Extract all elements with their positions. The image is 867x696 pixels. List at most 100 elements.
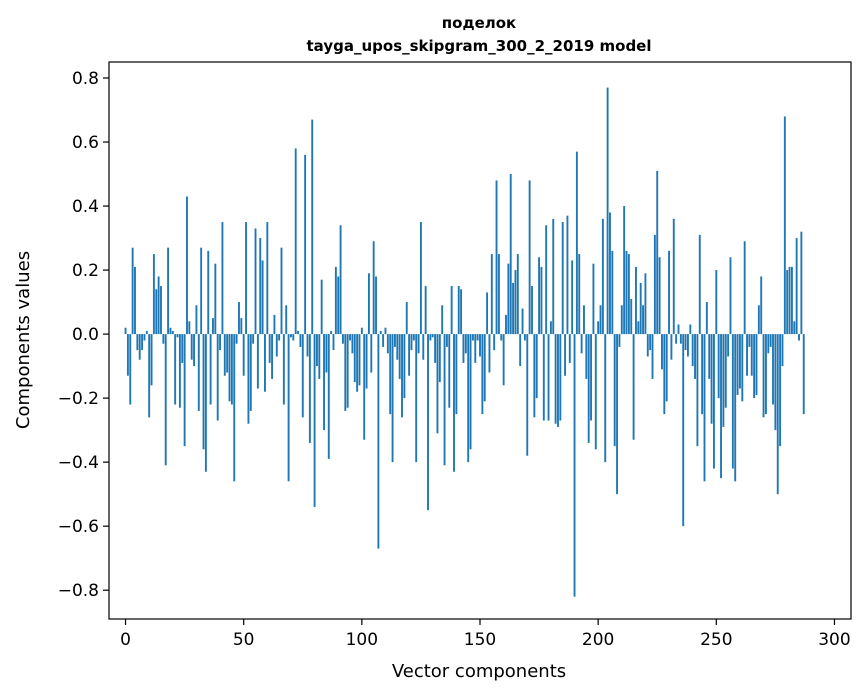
bar-20 xyxy=(171,330,174,335)
bar-72 xyxy=(294,148,297,335)
bar-173 xyxy=(533,334,536,418)
bar-224 xyxy=(653,234,656,335)
bar-264 xyxy=(748,334,751,347)
bar-144 xyxy=(464,334,467,354)
bar-178 xyxy=(545,225,548,335)
x-axis-ticks: 0 50 100 150 200 250 300 xyxy=(120,619,851,650)
bar-202 xyxy=(601,218,604,335)
bar-34 xyxy=(204,334,207,472)
bar-241 xyxy=(694,334,696,379)
bar-107 xyxy=(377,334,380,549)
bar-247 xyxy=(708,334,711,379)
bar-199 xyxy=(594,334,597,450)
bar-238 xyxy=(687,334,689,357)
bar-225 xyxy=(656,170,659,335)
bar-160 xyxy=(502,334,505,386)
bar-113 xyxy=(391,334,394,463)
bar-206 xyxy=(611,250,614,335)
bar-250 xyxy=(715,270,718,335)
bar-8 xyxy=(143,334,146,341)
bar-50 xyxy=(242,334,245,376)
bar-92 xyxy=(342,334,344,344)
bar-4 xyxy=(134,266,136,335)
bar-258 xyxy=(734,334,737,482)
bar-170 xyxy=(526,334,529,456)
bar-263 xyxy=(746,334,748,376)
bar-53 xyxy=(249,334,252,411)
bar-243 xyxy=(698,234,701,335)
bar-283 xyxy=(793,321,796,335)
bar-62 xyxy=(271,334,273,379)
x-tick-label: 200 xyxy=(582,630,614,650)
bar-96 xyxy=(351,334,354,354)
bar-25 xyxy=(183,334,186,447)
bar-231 xyxy=(670,334,673,360)
bar-99 xyxy=(358,334,361,386)
y-tick-label: −0.2 xyxy=(58,389,99,409)
bar-110 xyxy=(384,327,387,335)
bar-192 xyxy=(578,254,581,335)
x-axis-label: Vector components xyxy=(392,661,566,682)
bar-39 xyxy=(216,334,219,421)
bar-189 xyxy=(571,260,574,335)
bar-275 xyxy=(774,334,777,431)
bar-205 xyxy=(609,212,611,335)
bar-269 xyxy=(760,276,763,335)
bar-65 xyxy=(278,334,281,341)
plot-frame xyxy=(108,61,852,620)
chart-subtitle: tayga_upos_skipgram_300_2_2019 model xyxy=(307,37,652,55)
y-tick-label: 0.4 xyxy=(72,197,99,217)
bar-71 xyxy=(292,334,295,341)
bar-127 xyxy=(424,286,427,335)
bar-126 xyxy=(422,334,425,360)
bar-213 xyxy=(627,254,630,335)
x-tick-label: 0 xyxy=(120,630,131,650)
bar-221 xyxy=(646,334,649,357)
bar-159 xyxy=(500,334,503,341)
bar-117 xyxy=(401,334,403,418)
bar-88 xyxy=(332,334,335,351)
bar-187 xyxy=(566,215,569,335)
bar-51 xyxy=(245,222,247,335)
bar-256 xyxy=(729,257,732,335)
bar-158 xyxy=(497,254,500,335)
bar-29 xyxy=(193,334,196,367)
y-tick-label: −0.6 xyxy=(58,517,99,537)
bar-111 xyxy=(386,334,389,354)
bar-140 xyxy=(455,334,458,415)
bar-148 xyxy=(474,334,477,363)
bar-236 xyxy=(682,334,685,527)
bar-123 xyxy=(415,334,418,463)
bar-97 xyxy=(353,334,356,383)
bar-134 xyxy=(441,305,444,335)
bar-43 xyxy=(226,334,229,373)
x-tick-label: 250 xyxy=(700,630,732,650)
bar-190 xyxy=(573,334,576,597)
bar-183 xyxy=(557,334,559,427)
bar-259 xyxy=(736,334,739,395)
bar-252 xyxy=(720,334,722,479)
bar-103 xyxy=(367,273,370,335)
bar-28 xyxy=(190,334,193,360)
bar-237 xyxy=(684,334,687,351)
bar-276 xyxy=(776,334,779,495)
bar-48 xyxy=(238,302,240,335)
bar-245 xyxy=(703,334,706,482)
bar-163 xyxy=(509,174,512,335)
bar-52 xyxy=(247,334,250,424)
bar-19 xyxy=(169,327,172,335)
bar-12 xyxy=(152,254,155,335)
bar-109 xyxy=(382,334,385,347)
bar-246 xyxy=(705,302,708,335)
bar-232 xyxy=(672,218,675,335)
bar-57 xyxy=(259,238,262,335)
bar-248 xyxy=(710,334,713,424)
bar-162 xyxy=(507,263,510,335)
bar-75 xyxy=(301,334,304,418)
bar-69 xyxy=(287,334,290,482)
bar-208 xyxy=(616,334,618,495)
bar-265 xyxy=(750,334,753,376)
bar-61 xyxy=(268,334,271,363)
bar-124 xyxy=(417,334,420,354)
bar-13 xyxy=(155,289,158,335)
